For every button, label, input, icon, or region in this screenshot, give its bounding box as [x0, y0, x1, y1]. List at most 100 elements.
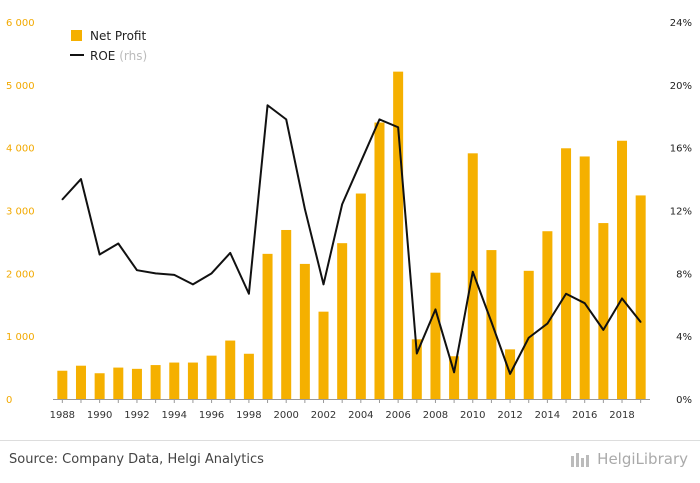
brand-logo: HelgiLibrary [570, 450, 688, 468]
legend-net-profit-label: Net Profit [90, 29, 146, 43]
x-tick-label: 1990 [87, 410, 112, 421]
point-roe-1988 [61, 198, 64, 201]
x-tick-label: 2012 [497, 410, 522, 421]
bar-net-profit-2009 [449, 356, 460, 399]
y-right-tick-label: 24% [670, 18, 692, 29]
point-roe-2009 [453, 371, 455, 374]
combo-chart: 0 1 000 2 000 3 000 4 000 5 000 6 000 0% 4% 8% 12… [6, 18, 692, 421]
svg-text:ROE (rhs): ROE (rhs) [90, 49, 147, 63]
x-tick-label: 2018 [609, 410, 634, 421]
x-tick-label: 2000 [273, 410, 298, 421]
y-left-tick-label: 6 000 [6, 18, 35, 29]
bar-net-profit-1994 [169, 362, 180, 399]
point-roe-1993 [154, 272, 157, 275]
point-roe-2006 [397, 126, 399, 129]
point-roe-2008 [434, 308, 437, 311]
roe-line-layer [61, 104, 642, 375]
point-roe-1994 [173, 274, 176, 276]
bar-net-profit-1997 [225, 340, 236, 399]
y-right-tick-label: 16% [670, 144, 692, 155]
point-roe-2012 [509, 373, 511, 375]
bar-net-profit-1989 [75, 365, 86, 399]
y-right-tick-label: 4% [676, 332, 692, 343]
brand-name: HelgiLibrary [597, 450, 688, 468]
bar-net-profit-2001 [299, 263, 310, 399]
footer-divider [0, 440, 700, 441]
net-profit-bars [57, 71, 646, 399]
bar-net-profit-1995 [187, 362, 198, 399]
point-roe-2013 [527, 336, 530, 339]
y-right-tick-label: 20% [670, 81, 692, 92]
y-right-tick-label: 0% [676, 395, 692, 406]
legend-net-profit-swatch [71, 30, 82, 41]
y-right-tick-label: 12% [670, 207, 692, 218]
y-left-tick-label: 5 000 [6, 81, 35, 92]
point-roe-1991 [117, 242, 120, 245]
bar-net-profit-2005 [374, 122, 385, 399]
library-icon [571, 453, 590, 467]
point-roe-2018 [621, 297, 623, 300]
x-tick-label: 1998 [236, 410, 261, 421]
legend-roe-suffix: (rhs) [119, 49, 147, 63]
bar-net-profit-2015 [561, 148, 572, 399]
bar-net-profit-2003 [337, 243, 348, 399]
point-roe-1996 [210, 272, 213, 275]
bar-net-profit-2006 [393, 71, 404, 399]
point-roe-2004 [360, 161, 362, 163]
point-roe-1990 [98, 253, 101, 256]
bar-net-profit-1998 [243, 353, 254, 399]
point-roe-1999 [266, 104, 269, 107]
x-tick-label: 2010 [460, 410, 485, 421]
bar-net-profit-2007 [411, 339, 422, 399]
y-left-tick-label: 3 000 [6, 207, 35, 218]
x-tick-label: 2008 [423, 410, 448, 421]
chart-container: 0 1 000 2 000 3 000 4 000 5 000 6 000 0% 4% 8% 12… [6, 18, 692, 421]
point-roe-2015 [565, 292, 567, 295]
bar-net-profit-2014 [542, 231, 553, 399]
legend-roe-label: ROE [90, 49, 115, 63]
point-roe-1995 [192, 283, 194, 286]
bar-net-profit-1988 [57, 370, 68, 399]
y-left-tick-label: 4 000 [6, 144, 35, 155]
point-roe-1992 [136, 269, 138, 271]
bar-net-profit-2013 [523, 270, 534, 399]
y-left-tick-label: 1 000 [6, 332, 35, 343]
x-tick-label: 2014 [535, 410, 560, 421]
y-right-tick-label: 8% [676, 269, 692, 280]
point-roe-2001 [304, 208, 306, 210]
legend: Net Profit ROE (rhs) [70, 29, 147, 63]
bar-net-profit-1999 [262, 253, 273, 399]
x-tick-label: 1988 [50, 410, 75, 421]
y-left-tick-label: 2 000 [6, 269, 35, 280]
point-roe-1989 [80, 178, 82, 180]
bar-net-profit-1992 [131, 368, 142, 399]
bar-net-profit-2016 [579, 156, 590, 399]
bar-net-profit-1991 [113, 367, 124, 399]
point-roe-1997 [229, 252, 232, 254]
bar-net-profit-2004 [355, 193, 366, 399]
point-roe-2014 [546, 322, 549, 325]
point-roe-2003 [341, 203, 343, 206]
bar-net-profit-2018 [617, 140, 628, 399]
point-roe-2005 [378, 118, 381, 121]
x-tick-label: 2016 [572, 410, 597, 421]
bar-net-profit-2008 [430, 272, 441, 399]
x-tick-label: 1996 [199, 410, 224, 421]
source-note: Source: Company Data, Helgi Analytics [9, 452, 264, 467]
point-roe-2017 [602, 329, 605, 331]
point-roe-2002 [322, 283, 325, 286]
x-tick-label: 2006 [385, 410, 410, 421]
bar-net-profit-2002 [318, 311, 329, 399]
x-tick-label: 1992 [124, 410, 149, 421]
point-roe-2007 [416, 352, 418, 355]
right-axis-ticks: 0% 4% 8% 12% 16% 20% 24% [670, 18, 692, 406]
bar-net-profit-1993 [150, 365, 161, 399]
x-tick-label: 2004 [348, 410, 373, 421]
y-left-tick-label: 0 [6, 395, 12, 406]
left-axis-ticks: 0 1 000 2 000 3 000 4 000 5 000 6 000 [6, 18, 35, 406]
bar-net-profit-2000 [281, 229, 292, 399]
x-tick-label: 2002 [311, 410, 336, 421]
point-roe-1998 [248, 292, 250, 295]
point-roe-2016 [583, 302, 586, 304]
bar-net-profit-2017 [598, 223, 609, 399]
